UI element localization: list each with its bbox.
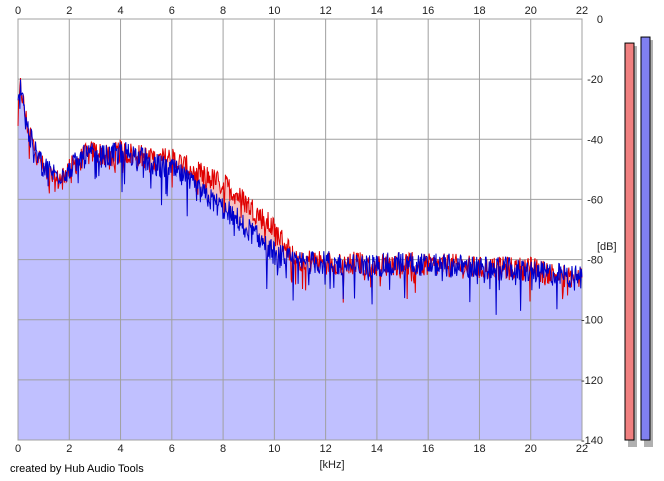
- x-tick-label-bottom: 10: [268, 443, 280, 455]
- series-line-right: [17, 79, 583, 315]
- x-tick-label-bottom: 4: [117, 443, 123, 455]
- level-meter-left: [624, 42, 635, 441]
- y-tick-label: 0: [597, 14, 603, 26]
- y-axis-label: [dB]: [597, 241, 617, 253]
- y-tick-label: -60: [587, 194, 603, 206]
- y-tick-label: -120: [581, 375, 603, 387]
- x-tick-label-top: 10: [268, 5, 280, 17]
- x-tick-label-bottom: 16: [422, 443, 434, 455]
- x-tick-label-top: 22: [576, 5, 588, 17]
- series-line-left: [17, 78, 583, 303]
- x-tick-label-bottom: 14: [371, 443, 383, 455]
- y-tick-label: -20: [587, 74, 603, 86]
- x-axis-label: [kHz]: [319, 459, 344, 471]
- level-meter-right: [640, 36, 651, 441]
- y-tick-label: -80: [587, 255, 603, 267]
- x-tick-label-top: 14: [371, 5, 383, 17]
- x-tick-label-top: 18: [473, 5, 485, 17]
- x-tick-label-top: 16: [422, 5, 434, 17]
- y-tick-label: -100: [581, 315, 603, 327]
- x-tick-label-bottom: 0: [15, 443, 21, 455]
- x-tick-label-top: 20: [525, 5, 537, 17]
- x-tick-label-bottom: 8: [220, 443, 226, 455]
- x-tick-label-bottom: 6: [169, 443, 175, 455]
- x-tick-label-bottom: 20: [525, 443, 537, 455]
- x-tick-label-top: 6: [169, 5, 175, 17]
- x-tick-label-bottom: 22: [576, 443, 588, 455]
- credit-text: created by Hub Audio Tools: [10, 463, 144, 475]
- x-tick-label-top: 2: [66, 5, 72, 17]
- x-tick-label-top: 12: [320, 5, 332, 17]
- x-tick-label-top: 0: [15, 5, 21, 17]
- x-tick-label-bottom: 18: [473, 443, 485, 455]
- x-tick-label-top: 4: [117, 5, 123, 17]
- y-tick-label: -40: [587, 134, 603, 146]
- x-tick-label-top: 8: [220, 5, 226, 17]
- x-tick-label-bottom: 12: [320, 443, 332, 455]
- x-tick-label-bottom: 2: [66, 443, 72, 455]
- y-tick-label: -140: [581, 435, 603, 447]
